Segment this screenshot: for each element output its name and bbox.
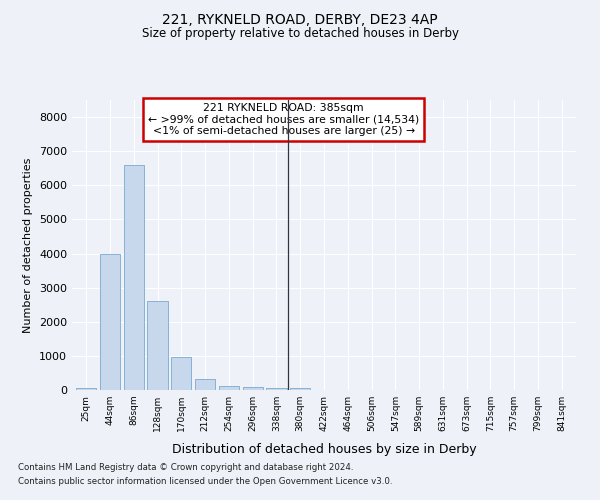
Bar [76,388,97,390]
Text: 221, RYKNELD ROAD, DERBY, DE23 4AP: 221, RYKNELD ROAD, DERBY, DE23 4AP [162,12,438,26]
Bar [242,387,263,390]
Bar [219,386,239,390]
Bar [124,165,144,390]
Bar [195,378,215,390]
Text: Contains public sector information licensed under the Open Government Licence v3: Contains public sector information licen… [18,477,392,486]
Bar [100,254,120,390]
Y-axis label: Number of detached properties: Number of detached properties [23,158,34,332]
Bar [290,388,310,390]
Text: 221 RYKNELD ROAD: 385sqm
← >99% of detached houses are smaller (14,534)
<1% of s: 221 RYKNELD ROAD: 385sqm ← >99% of detac… [148,103,419,136]
Bar [266,388,287,390]
Text: Distribution of detached houses by size in Derby: Distribution of detached houses by size … [172,442,476,456]
Text: Size of property relative to detached houses in Derby: Size of property relative to detached ho… [142,28,458,40]
Bar [171,356,191,390]
Bar [148,302,167,390]
Text: Contains HM Land Registry data © Crown copyright and database right 2024.: Contains HM Land Registry data © Crown c… [18,464,353,472]
